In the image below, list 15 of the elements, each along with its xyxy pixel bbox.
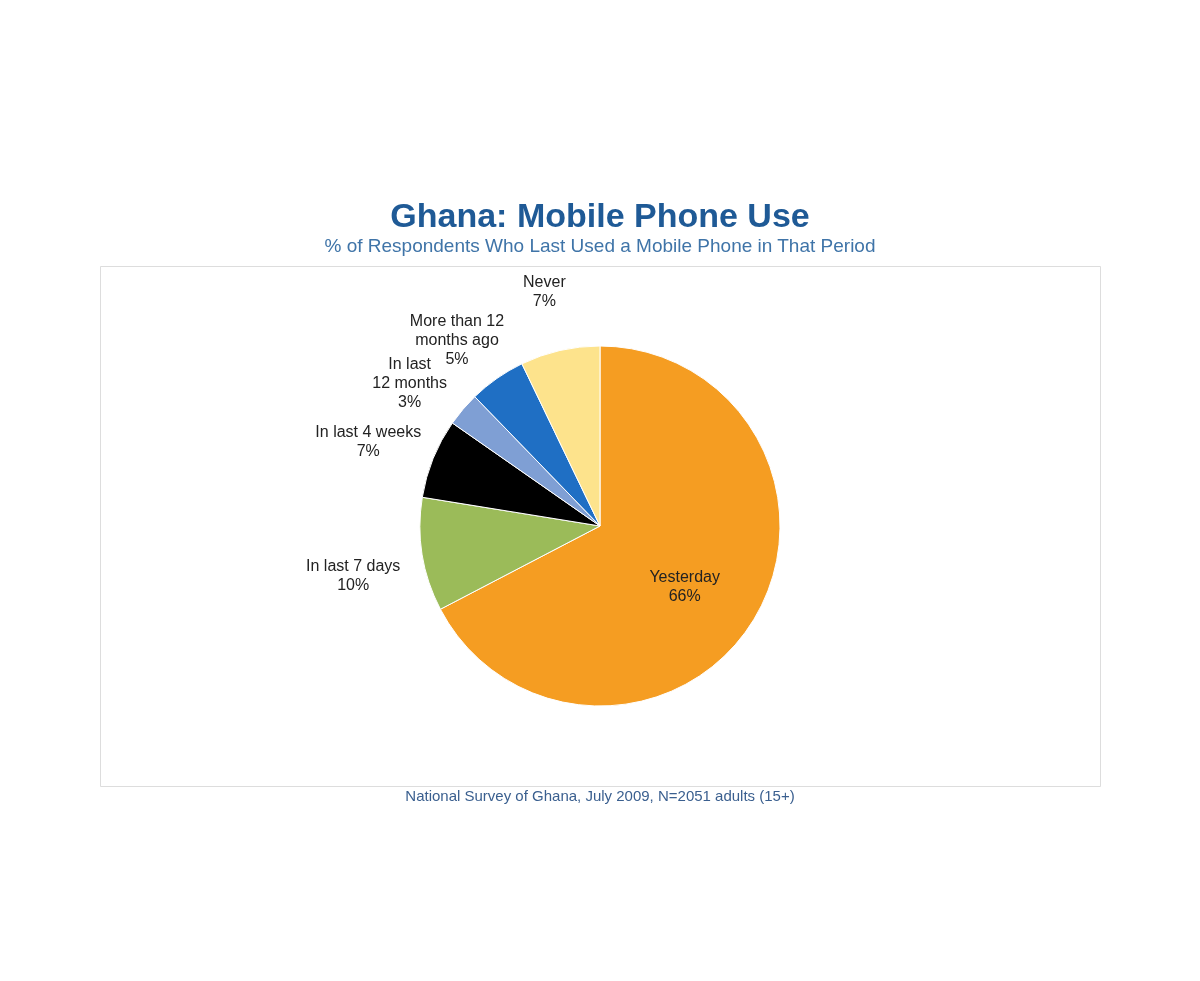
text: National Survey of Ghana, July 2009, N=2051 adults (15+) xyxy=(405,787,795,804)
slice-label: Never xyxy=(523,273,567,291)
slice-label: In last 12 months xyxy=(372,354,447,391)
data-label: 10% xyxy=(337,575,370,593)
data-label: 66% xyxy=(668,587,701,605)
slice-label: Yesterday xyxy=(649,568,720,586)
data-label: 5% xyxy=(445,349,469,367)
slice-label: In last 7 days xyxy=(306,556,401,574)
slice-label: In last 4 weeks xyxy=(315,423,422,441)
data-label: 7% xyxy=(532,292,556,310)
data-label: 3% xyxy=(398,392,422,410)
data-label: 7% xyxy=(356,442,380,460)
chart-subtitle: % of Respondents Who Last Used a Mobile Phone in That Period xyxy=(324,235,876,256)
slice-label: More than 12 months ago xyxy=(409,311,505,348)
chart-title: Ghana: Mobile Phone Use xyxy=(390,196,810,234)
